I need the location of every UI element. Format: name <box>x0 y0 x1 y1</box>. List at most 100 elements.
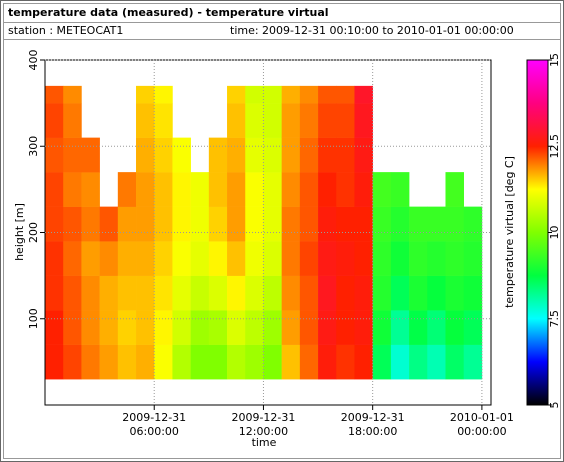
heatmap-cell <box>427 206 446 242</box>
heatmap-cell <box>281 206 301 242</box>
heatmap-cell <box>208 241 228 276</box>
heatmap-cell <box>190 275 210 311</box>
heatmap-cell <box>45 172 64 207</box>
heatmap-cell <box>227 275 246 311</box>
heatmap-cell <box>318 310 337 345</box>
heatmap-cell <box>245 344 264 380</box>
heatmap-cell <box>81 137 100 173</box>
heatmap-cell <box>136 85 155 104</box>
heatmap-cell <box>63 344 82 380</box>
heatmap-cell <box>227 172 246 207</box>
heatmap-cell <box>154 85 173 104</box>
heatmap-cell <box>172 172 191 207</box>
y-tick-label: 400 <box>27 50 40 71</box>
heatmap-cell <box>117 241 137 276</box>
heatmap-cell <box>354 206 373 242</box>
heatmap-cell <box>63 206 82 242</box>
heatmap-cell <box>136 344 155 380</box>
x-tick-label: 2009-12-31 18:00:00 <box>341 411 405 438</box>
heatmap-cell <box>299 137 319 173</box>
heatmap-cell <box>45 344 64 380</box>
heatmap-cell <box>445 241 464 276</box>
heatmap-cell <box>427 241 446 276</box>
heatmap-cell <box>299 85 319 104</box>
heatmap-cell <box>336 172 355 207</box>
heatmap-cell <box>172 344 191 380</box>
heatmap-cell <box>154 103 173 138</box>
heatmap-cell <box>208 275 228 311</box>
heatmap-cell <box>299 172 319 207</box>
heatmap-cell <box>299 241 319 276</box>
heatmap-cell <box>463 275 483 311</box>
heatmap-cell <box>63 137 82 173</box>
heatmap-cell <box>318 103 337 138</box>
heatmap-cell <box>63 310 82 345</box>
heatmap-cell <box>190 206 210 242</box>
chart-title: temperature data (measured) - temperatur… <box>8 6 329 19</box>
heatmap-cell <box>281 241 301 276</box>
heatmap-cell <box>245 310 264 345</box>
heatmap-cell <box>208 172 228 207</box>
heatmap-cell <box>245 275 264 311</box>
heatmap-cell <box>281 172 301 207</box>
heatmap-cell <box>136 172 155 207</box>
heatmap-cell <box>81 206 100 242</box>
heatmap-cell <box>190 310 210 345</box>
heatmap-cell <box>409 310 428 345</box>
heatmap-cell <box>63 275 82 311</box>
heatmap-cell <box>372 310 392 345</box>
heatmap-cell <box>99 275 119 311</box>
heatmap-cell <box>63 241 82 276</box>
heatmap-cell <box>208 206 228 242</box>
heatmap-cell <box>81 344 100 380</box>
heatmap-cell <box>172 310 191 345</box>
colorbar-tick-label: 10 <box>548 226 561 240</box>
heatmap-cell <box>372 275 392 311</box>
heatmap-cell <box>263 137 282 173</box>
x-tick-label: 2010-01-01 00:00:00 <box>450 411 514 438</box>
heatmap-cell <box>99 241 119 276</box>
heatmap-cell <box>45 137 64 173</box>
heatmap-cell <box>372 172 392 207</box>
heatmap-cell <box>299 206 319 242</box>
heatmap-cell <box>354 172 373 207</box>
x-axis-label: time <box>252 436 277 449</box>
time-range: time: 2009-12-31 00:10:00 to 2010-01-01 … <box>230 24 514 37</box>
heatmap-cell <box>336 344 355 380</box>
heatmap-cell <box>336 137 355 173</box>
heatmap-cell <box>318 85 337 104</box>
heatmap-cell <box>318 344 337 380</box>
heatmap-cell <box>409 275 428 311</box>
heatmap-cell <box>409 206 428 242</box>
heatmap-cell <box>208 137 228 173</box>
heatmap-cell <box>354 137 373 173</box>
heatmap-cell <box>227 241 246 276</box>
heatmap-cell <box>390 310 410 345</box>
heatmap-cell <box>263 275 282 311</box>
heatmap-cell <box>190 241 210 276</box>
heatmap-cell <box>117 275 137 311</box>
heatmap-cell <box>372 344 392 380</box>
y-tick-label: 200 <box>27 222 40 243</box>
heatmap-cell <box>372 241 392 276</box>
heatmap-cell <box>463 310 483 345</box>
heatmap-cell <box>154 241 173 276</box>
heatmap-cell <box>190 172 210 207</box>
heatmap-cell <box>81 275 100 311</box>
heatmap-cell <box>390 241 410 276</box>
heatmap-cell <box>136 206 155 242</box>
heatmap-cell <box>99 310 119 345</box>
heatmap-cell <box>263 344 282 380</box>
colorbar-tick-label: 7.5 <box>548 310 561 328</box>
x-tick-label: 2009-12-31 12:00:00 <box>231 411 295 438</box>
heatmap-cell <box>245 137 264 173</box>
heatmap-cell <box>263 103 282 138</box>
heatmap-cell <box>99 206 119 242</box>
heatmap-cell <box>318 241 337 276</box>
heatmap-cell <box>390 206 410 242</box>
colorbar-label: temperature virtual [deg C] <box>503 156 516 308</box>
heatmap-cell <box>227 137 246 173</box>
heatmap-cell <box>463 241 483 276</box>
heatmap-cell <box>390 344 410 380</box>
heatmap-cell <box>281 85 301 104</box>
